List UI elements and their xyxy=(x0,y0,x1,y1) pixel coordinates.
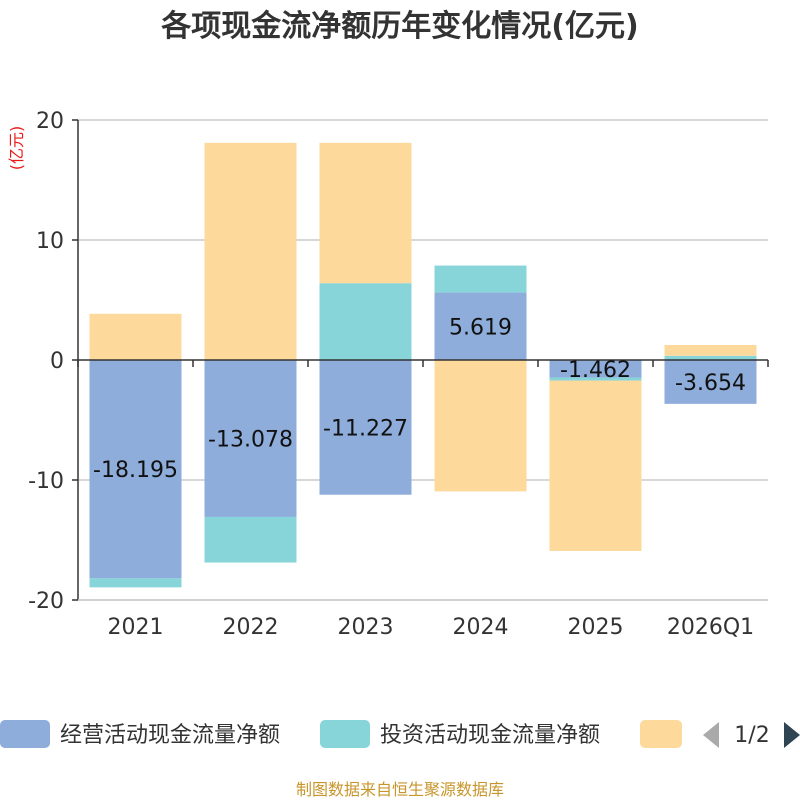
x-tick-label-2025: 2025 xyxy=(568,615,624,640)
bar-2025-series-2[interactable] xyxy=(549,380,642,551)
x-tick-label-2021: 2021 xyxy=(108,615,164,640)
legend-next-page-icon[interactable] xyxy=(784,722,800,748)
chart-title: 各项现金流净额历年变化情况(亿元) xyxy=(160,9,638,44)
data-source-footer: 制图数据来自恒生聚源数据库 xyxy=(296,780,504,799)
y-tick-label: 20 xyxy=(36,109,64,134)
y-tick-label: 0 xyxy=(50,349,64,374)
bar-2026Q1-series-2[interactable] xyxy=(664,345,757,356)
bar-2021-series-1[interactable] xyxy=(89,578,182,588)
y-axis-unit-label: (亿元) xyxy=(7,126,26,171)
x-tick-label-2023: 2023 xyxy=(338,615,394,640)
bar-2025-series-0[interactable] xyxy=(549,360,642,378)
bar-2021-series-2[interactable] xyxy=(89,313,182,360)
bar-2023-series-0[interactable] xyxy=(319,360,412,495)
bar-2023-series-1[interactable] xyxy=(319,283,412,360)
x-tick-label-2022: 2022 xyxy=(223,615,279,640)
data-label-2025: -1.462 xyxy=(560,358,631,383)
y-tick-labels: 20 10 0 -10 -20 xyxy=(28,109,64,614)
x-tick-label-2026Q1: 2026Q1 xyxy=(667,615,754,640)
bar-2022-series-1[interactable] xyxy=(204,516,297,563)
legend-prev-page-icon[interactable] xyxy=(703,722,719,748)
bar-2022-series-2[interactable] xyxy=(204,142,297,360)
data-label-2022: -13.078 xyxy=(208,427,293,452)
bar-2026Q1-series-1[interactable] xyxy=(664,355,757,360)
bar-series xyxy=(89,142,757,588)
bar-2022-series-0[interactable] xyxy=(204,360,297,517)
data-label-2021: -18.195 xyxy=(93,458,178,483)
y-tick-label: -10 xyxy=(28,469,64,494)
x-tick-label-2024: 2024 xyxy=(453,615,509,640)
legend-swatch-financing[interactable] xyxy=(640,720,682,748)
y-tick-label: 10 xyxy=(36,229,64,254)
x-tick-labels: 2021 2022 2023 2024 2025 2026Q1 xyxy=(108,615,755,640)
bar-2024-series-1[interactable] xyxy=(434,265,527,293)
bar-2023-series-2[interactable] xyxy=(319,142,412,284)
legend-label-operating[interactable]: 经营活动现金流量净额 xyxy=(60,723,280,748)
bar-2021-series-0[interactable] xyxy=(89,360,182,579)
data-labels: -18.195 -13.078 -11.227 5.619 -1.462 -3.654 xyxy=(93,315,746,483)
legend: 经营活动现金流量净额 投资活动现金流量净额 1/2 xyxy=(0,720,800,748)
legend-swatch-operating[interactable] xyxy=(0,720,50,748)
bar-2025-series-1[interactable] xyxy=(549,377,642,381)
bar-2024-series-2[interactable] xyxy=(434,360,527,492)
bar-2024-series-0[interactable] xyxy=(434,292,527,360)
data-label-2024: 5.619 xyxy=(449,315,512,340)
legend-label-investing[interactable]: 投资活动现金流量净额 xyxy=(380,723,600,748)
axes xyxy=(72,119,769,601)
bar-2026Q1-series-0[interactable] xyxy=(664,360,757,404)
legend-page-indicator: 1/2 xyxy=(734,723,769,748)
data-label-2023: -11.227 xyxy=(323,416,408,441)
legend-swatch-investing[interactable] xyxy=(320,720,370,748)
y-tick-label: -20 xyxy=(28,589,64,614)
data-label-2026Q1: -3.654 xyxy=(675,371,746,396)
